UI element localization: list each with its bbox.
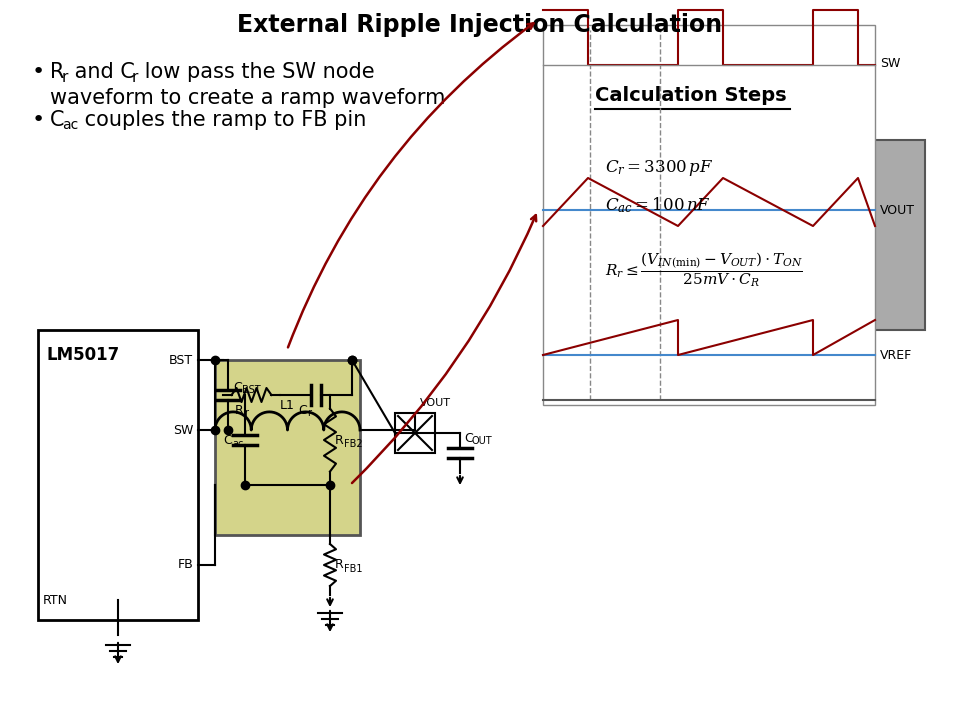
Text: SW: SW xyxy=(173,423,193,436)
Text: C: C xyxy=(298,403,307,416)
Bar xyxy=(38,330,198,620)
Text: BST: BST xyxy=(242,385,260,395)
Text: L1: L1 xyxy=(279,399,295,412)
Text: VREF: VREF xyxy=(880,348,912,361)
Text: waveform to create a ramp waveform: waveform to create a ramp waveform xyxy=(50,88,445,108)
Text: couples the ramp to FB pin: couples the ramp to FB pin xyxy=(78,110,367,130)
Text: and C: and C xyxy=(68,62,134,82)
Text: C: C xyxy=(233,380,242,394)
Text: External Ripple Injection Calculation: External Ripple Injection Calculation xyxy=(237,13,723,37)
Text: •: • xyxy=(32,62,45,82)
Text: R: R xyxy=(235,403,244,416)
Text: FB: FB xyxy=(178,559,193,572)
Text: C: C xyxy=(464,431,472,444)
Text: C: C xyxy=(223,433,231,446)
Text: $C_r = 3300\,pF$: $C_r = 3300\,pF$ xyxy=(605,158,713,178)
Bar xyxy=(595,140,925,330)
Text: ac: ac xyxy=(232,439,244,449)
Text: LM5017: LM5017 xyxy=(46,346,119,364)
Text: FB2: FB2 xyxy=(344,439,363,449)
Text: FB1: FB1 xyxy=(344,564,363,574)
Text: r: r xyxy=(62,70,68,84)
Text: •: • xyxy=(32,110,45,130)
Text: $R_r \leq \dfrac{\left(V_{IN(\min)}-V_{OUT}\right)\cdot T_{ON}}{25mV \cdot C_R}$: $R_r \leq \dfrac{\left(V_{IN(\min)}-V_{O… xyxy=(605,251,803,289)
Text: r: r xyxy=(307,408,311,418)
Bar xyxy=(215,360,360,535)
Text: r: r xyxy=(244,408,248,418)
Text: Calculation Steps: Calculation Steps xyxy=(595,86,786,105)
Text: r: r xyxy=(132,70,138,84)
Text: R: R xyxy=(50,62,64,82)
Text: R: R xyxy=(335,559,344,572)
Bar xyxy=(543,25,875,405)
Text: SW: SW xyxy=(880,56,900,70)
Text: VOUT: VOUT xyxy=(420,398,451,408)
Text: R: R xyxy=(335,433,344,446)
Text: ac: ac xyxy=(62,118,79,132)
Text: RTN: RTN xyxy=(43,593,68,606)
Text: $C_{ac} = 100\,nF$: $C_{ac} = 100\,nF$ xyxy=(605,195,711,215)
Bar xyxy=(395,413,435,453)
Text: BST: BST xyxy=(169,354,193,366)
Text: VOUT: VOUT xyxy=(880,204,915,217)
Text: C: C xyxy=(50,110,64,130)
Text: low pass the SW node: low pass the SW node xyxy=(138,62,374,82)
Text: OUT: OUT xyxy=(472,436,492,446)
